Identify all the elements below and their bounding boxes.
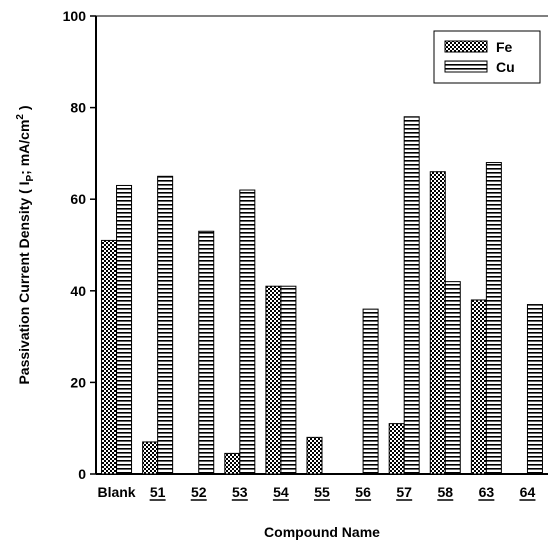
x-tick-label: 56 [355,484,371,500]
y-axis-title-middle: ; mA/cm [16,120,32,175]
bar-fe-blank [101,239,118,475]
x-tick-label: 53 [232,484,248,500]
legend: Fe Cu [433,30,541,84]
legend-swatch-fe [444,40,488,53]
y-tick-label: 20 [70,374,86,390]
bar-cu-58 [444,281,461,475]
y-tick-label: 100 [63,8,87,24]
y-axis-title: Passivation Current Density ( IP; mA/cm2… [15,105,36,384]
bar-fe-63 [470,299,487,475]
bar-fe-58 [429,171,446,475]
y-axis-title-suffix: ) [16,105,32,114]
x-tick-label: 52 [191,484,207,500]
x-tick-label: 51 [150,484,166,500]
x-tick-label: 63 [479,484,495,500]
bar-fe-55 [306,436,323,475]
y-axis-title-prefix: Passivation Current Density ( I [16,181,32,384]
x-axis-title: Compound Name [264,524,380,540]
legend-box [433,30,541,84]
x-tick-label: 58 [437,484,453,500]
bar-fe-51 [142,441,159,475]
bar-cu-56 [362,308,379,475]
bar-cu-63 [485,162,502,475]
y-axis-title-subscript: P [25,174,36,181]
x-tick-label: 55 [314,484,330,500]
legend-swatch-cu [444,60,488,73]
bar-cu-52 [198,230,215,475]
bar-fe-54 [265,285,282,475]
y-tick-label: 60 [70,191,86,207]
bar-cu-57 [403,116,420,475]
bar-cu-64 [526,304,543,475]
y-ticks: 0 20 40 60 80 100 [63,8,96,482]
x-tick-label: Blank [97,484,135,500]
bar-fe-53 [224,452,241,475]
legend-label-fe: Fe [496,39,513,55]
bar-cu-51 [157,175,174,475]
bar-cu-53 [239,189,256,475]
x-ticks: Blank 51 52 53 54 55 56 57 58 63 64 [97,484,536,501]
bar-fe-57 [388,423,405,475]
x-tick-label: 64 [520,484,536,500]
y-tick-label: 0 [78,466,86,482]
bar-cu-54 [280,285,297,475]
y-tick-label: 40 [70,283,86,299]
y-tick-label: 80 [70,100,86,116]
bar-cu-blank [116,184,133,475]
legend-label-cu: Cu [496,59,515,75]
y-axis-title-superscript: 2 [15,114,26,120]
bars [101,116,543,475]
x-tick-label: 54 [273,484,289,500]
x-tick-label: 57 [396,484,412,500]
